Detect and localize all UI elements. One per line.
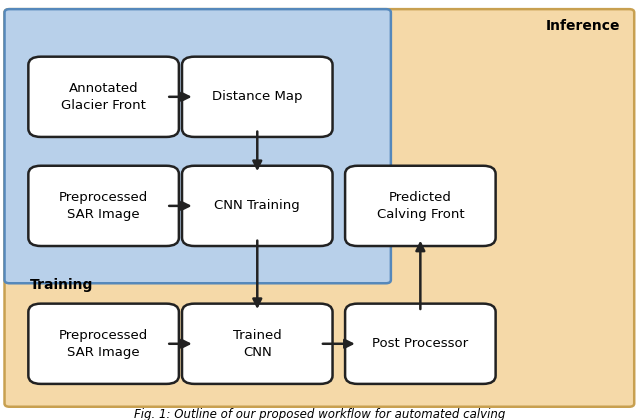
Text: Trained
CNN: Trained CNN <box>233 329 282 359</box>
Text: Preprocessed
SAR Image: Preprocessed SAR Image <box>59 191 148 221</box>
FancyBboxPatch shape <box>28 304 179 384</box>
FancyBboxPatch shape <box>28 166 179 246</box>
FancyBboxPatch shape <box>4 9 391 283</box>
FancyBboxPatch shape <box>182 57 333 137</box>
Text: Fig. 1: Outline of our proposed workflow for automated calving: Fig. 1: Outline of our proposed workflow… <box>134 408 506 420</box>
Text: CNN Training: CNN Training <box>214 200 300 213</box>
Text: Annotated
Glacier Front: Annotated Glacier Front <box>61 82 146 112</box>
FancyBboxPatch shape <box>345 166 495 246</box>
FancyBboxPatch shape <box>182 166 333 246</box>
FancyBboxPatch shape <box>4 9 634 407</box>
Text: Post Processor: Post Processor <box>372 337 468 350</box>
Text: Training: Training <box>30 278 93 292</box>
FancyBboxPatch shape <box>182 304 333 384</box>
FancyBboxPatch shape <box>345 304 495 384</box>
Text: Predicted
Calving Front: Predicted Calving Front <box>376 191 464 221</box>
Text: Preprocessed
SAR Image: Preprocessed SAR Image <box>59 329 148 359</box>
Text: Distance Map: Distance Map <box>212 90 303 103</box>
Text: Inference: Inference <box>545 18 620 33</box>
FancyBboxPatch shape <box>28 57 179 137</box>
